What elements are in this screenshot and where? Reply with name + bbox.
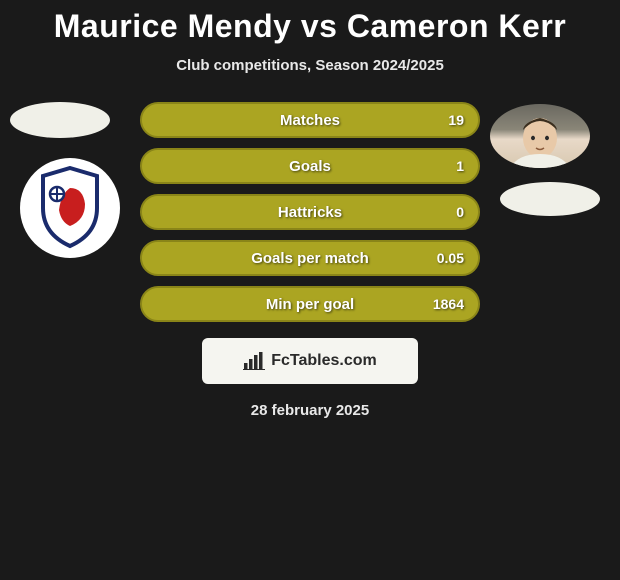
player2-name: Cameron Kerr xyxy=(347,8,566,44)
stat-label: Goals per match xyxy=(251,250,369,267)
player1-avatar-placeholder xyxy=(10,102,110,138)
subtitle: Club competitions, Season 2024/2025 xyxy=(0,57,620,74)
page-container: Maurice Mendy vs Cameron Kerr Club compe… xyxy=(0,0,620,419)
brand-label: FcTables.com xyxy=(271,352,377,370)
stat-label: Hattricks xyxy=(278,204,342,221)
stat-value: 19 xyxy=(448,112,464,128)
player1-club-crest xyxy=(20,158,120,258)
stat-value: 1864 xyxy=(433,296,464,312)
stat-rows: Matches 19 Goals 1 Hattricks 0 Goals per match… xyxy=(140,102,480,322)
stat-label: Matches xyxy=(280,112,340,129)
stat-bar: Matches 19 xyxy=(140,102,480,138)
player1-name: Maurice Mendy xyxy=(54,8,292,44)
stat-bar: Hattricks 0 xyxy=(140,194,480,230)
stat-label: Min per goal xyxy=(266,296,354,313)
player2-club-placeholder xyxy=(500,182,600,216)
footer-date: 28 february 2025 xyxy=(0,402,620,419)
stat-label: Goals xyxy=(289,158,331,175)
comparison-region: Matches 19 Goals 1 Hattricks 0 Goals per match… xyxy=(0,102,620,322)
page-title: Maurice Mendy vs Cameron Kerr xyxy=(0,8,620,45)
bar-chart-icon xyxy=(243,352,265,370)
stat-bar: Goals 1 xyxy=(140,148,480,184)
stat-value: 1 xyxy=(456,158,464,174)
shield-icon xyxy=(35,166,105,250)
player2-avatar-photo xyxy=(490,104,590,168)
stat-bar: Goals per match 0.05 xyxy=(140,240,480,276)
stat-value: 0.05 xyxy=(437,250,464,266)
brand-badge[interactable]: FcTables.com xyxy=(202,338,418,384)
vs-label: vs xyxy=(301,8,338,44)
stat-bar: Min per goal 1864 xyxy=(140,286,480,322)
stat-value: 0 xyxy=(456,204,464,220)
